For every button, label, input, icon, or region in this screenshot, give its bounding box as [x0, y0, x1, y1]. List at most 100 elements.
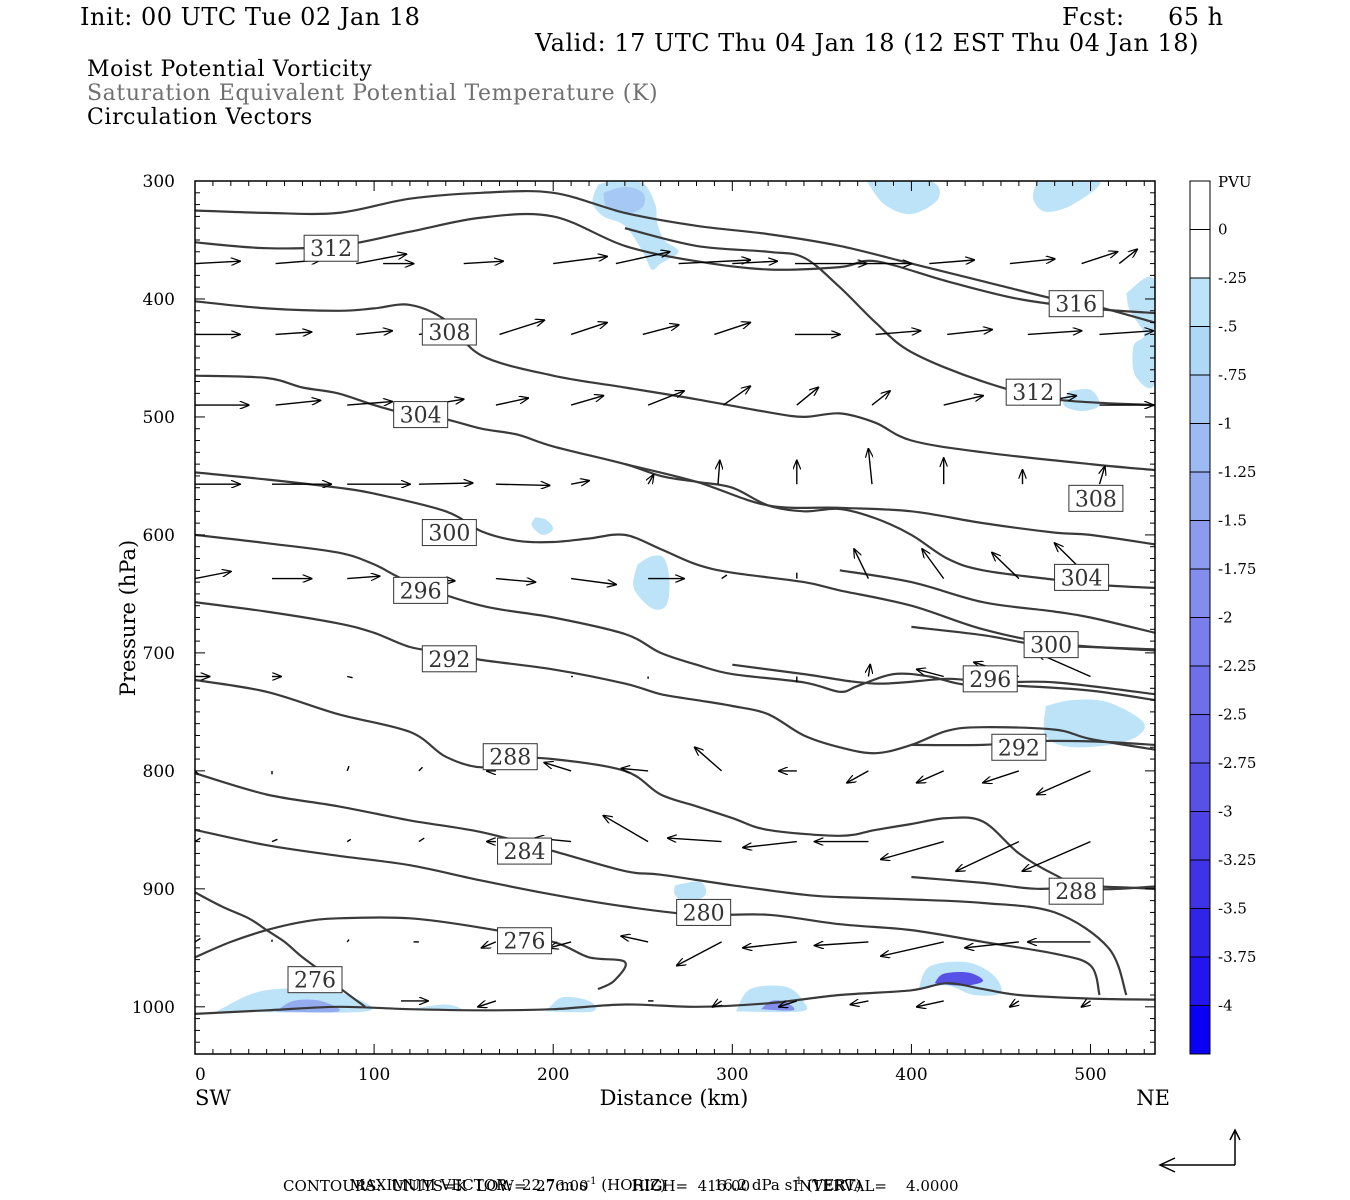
circulation-vector [1081, 252, 1118, 265]
contour-line [195, 916, 627, 991]
circulation-vector [499, 320, 545, 336]
circulation-vector [195, 261, 240, 263]
circulation-vector [621, 936, 649, 943]
circulation-vector [570, 396, 603, 406]
colorbar-swatch [1190, 229, 1210, 278]
max-vector-text: MAXIMUM VECTOR: 22.7 m s-1 (HORIZ) 16.2 … [340, 1158, 862, 1194]
contour-label-box [1005, 378, 1061, 406]
circulation-vector [732, 261, 777, 263]
circulation-vector [347, 576, 379, 578]
contour-line [195, 772, 1128, 996]
circulation-vector [881, 840, 944, 860]
circulation-vector [854, 549, 870, 579]
y-tick-label: 400 [143, 290, 175, 310]
contour-label: 312 [310, 237, 352, 262]
circulation-vector [678, 260, 751, 264]
colorbar-label: -.75 [1218, 366, 1247, 384]
contour-label: 312 [1012, 381, 1054, 406]
x-tick-label: 100 [358, 1065, 390, 1085]
contour-label: 288 [489, 746, 531, 771]
circulation-vector [881, 941, 944, 956]
contour-label: 304 [1061, 566, 1103, 591]
circulation-vector [418, 483, 473, 484]
x-axis-right-end: NE [1136, 1086, 1170, 1110]
colorbar-swatch [1190, 763, 1210, 812]
circulation-vector [1082, 1001, 1091, 1007]
mpv-shade-region [603, 186, 645, 214]
circulation-vector [983, 770, 1020, 783]
circulation-vector [917, 1000, 944, 1007]
circulation-vector [478, 1001, 497, 1007]
colorbar-swatch [1190, 326, 1210, 375]
circulation-vector [743, 941, 797, 948]
circulation-vector [495, 579, 535, 583]
mpv-shading [216, 181, 1155, 1013]
colorbar-swatch [1190, 860, 1210, 909]
contour-label-box [287, 966, 343, 994]
colorbar-swatch [1190, 569, 1210, 618]
x-tick-label: 200 [537, 1065, 569, 1085]
colorbar-label: -1.25 [1218, 463, 1256, 481]
circulation-vector [868, 665, 870, 677]
circulation-vectors [195, 249, 1153, 1006]
colorbar-swatch [1190, 617, 1210, 666]
circulation-vector [1099, 331, 1154, 335]
circulation-vector [718, 461, 720, 485]
colorbar-swatch [1190, 666, 1210, 715]
circulation-vector [356, 331, 392, 335]
circulation-vector [1100, 467, 1105, 485]
field-title-theta-es: Saturation Equivalent Potential Temperat… [87, 81, 659, 106]
circulation-vector [743, 840, 797, 848]
circulation-vector [871, 391, 890, 406]
contour-line [195, 601, 1155, 755]
circulation-vector [929, 260, 974, 264]
circulation-vector [847, 770, 869, 783]
contour-label: 292 [428, 648, 470, 673]
circulation-vector [356, 254, 406, 265]
mpv-shade-region [1043, 699, 1145, 748]
circulation-vector [956, 840, 1020, 872]
plot-border [194, 180, 1156, 1055]
circulation-vector [642, 325, 679, 336]
x-tick-label: 0 [195, 1065, 206, 1085]
contours-info: CONTOURS: UNITS=K LOW= 276.00 HIGH= 416.… [283, 1177, 959, 1195]
contour-label-box [421, 318, 477, 346]
colorbar-label: -4 [1218, 997, 1233, 1015]
x-tick-label: 400 [895, 1065, 927, 1085]
colorbar-swatch [1190, 714, 1210, 763]
circulation-vector [346, 838, 352, 843]
circulation-vector [275, 400, 321, 406]
y-tick-label: 800 [143, 762, 175, 782]
circulation-vector [992, 553, 1020, 580]
contour-label: 288 [1055, 880, 1097, 905]
field-title-vectors: Circulation Vectors [87, 105, 313, 130]
colorbar-label: -1.75 [1218, 560, 1256, 578]
circulation-vector [917, 669, 944, 678]
reference-vector-icon [1158, 1128, 1241, 1173]
y-tick-label: 500 [143, 408, 175, 428]
colorbar-swatch [1190, 1005, 1210, 1054]
contour-label-box [497, 837, 553, 865]
contour-labels: 312 316 308 312 304 308 300 304 296 300 292 296 288 2… [287, 234, 1124, 994]
colorbar-label: -3.5 [1218, 900, 1247, 918]
circulation-vector [868, 449, 872, 485]
colorbar-label: -3 [1218, 803, 1233, 821]
contour-line [195, 678, 1155, 891]
circulation-vector [917, 770, 944, 783]
colorbar-label: -3.25 [1218, 851, 1256, 869]
circulation-vector [271, 838, 278, 843]
contour-line [195, 300, 1155, 472]
circulation-vector [815, 942, 869, 946]
contour-line [839, 569, 1155, 634]
max-vector-suffix: (VERT) [802, 1176, 862, 1194]
mpv-shade-region [674, 881, 707, 903]
max-vector-prefix: MAXIMUM VECTOR: 22.7 m s [349, 1176, 587, 1194]
circulation-vector [713, 1001, 722, 1007]
circulation-vector [495, 484, 550, 485]
mpv-shade-region [1032, 181, 1101, 212]
x-tick-label: 500 [1074, 1065, 1106, 1085]
contour-line [624, 463, 1155, 546]
circulation-vector [779, 1001, 798, 1007]
circulation-vector [195, 937, 201, 943]
